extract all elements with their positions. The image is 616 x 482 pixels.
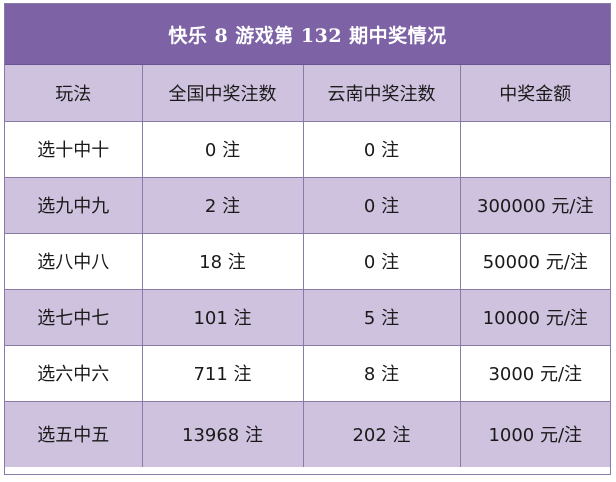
prize-table: 玩法 全国中奖注数 云南中奖注数 中奖金额 选十中十 0 注 0 注 选九中九 … bbox=[5, 65, 610, 467]
table-row: 选八中八 18 注 0 注 50000 元/注 bbox=[5, 232, 610, 290]
header-row: 玩法 全国中奖注数 云南中奖注数 中奖金额 bbox=[5, 65, 610, 122]
table-row: 选七中七 101 注 5 注 10000 元/注 bbox=[5, 288, 610, 346]
play-cell: 选五中五 bbox=[5, 400, 143, 467]
play-cell: 选七中七 bbox=[5, 288, 143, 346]
play-cell: 选八中八 bbox=[5, 232, 143, 290]
header-national-count: 全国中奖注数 bbox=[141, 65, 304, 122]
table-row: 选十中十 0 注 0 注 bbox=[5, 120, 610, 178]
national-count-cell: 13968 注 bbox=[141, 400, 304, 467]
national-count-cell: 0 注 bbox=[141, 120, 304, 178]
yunnan-count-cell: 0 注 bbox=[302, 120, 461, 178]
yunnan-count-cell: 0 注 bbox=[302, 232, 461, 290]
play-cell: 选九中九 bbox=[5, 176, 143, 234]
table-row: 选六中六 711 注 8 注 3000 元/注 bbox=[5, 344, 610, 402]
results-table-panel: 快乐 8 游戏第 132 期中奖情况 玩法 全国中奖注数 云南中奖注数 中奖金额… bbox=[4, 3, 611, 475]
prize-amount-cell: 3000 元/注 bbox=[459, 344, 610, 402]
prize-amount-cell: 1000 元/注 bbox=[459, 400, 610, 467]
yunnan-count-cell: 5 注 bbox=[302, 288, 461, 346]
header-play: 玩法 bbox=[5, 65, 143, 122]
header-yunnan-count: 云南中奖注数 bbox=[302, 65, 461, 122]
table-row: 选九中九 2 注 0 注 300000 元/注 bbox=[5, 176, 610, 234]
header-prize-amount: 中奖金额 bbox=[459, 65, 610, 122]
prize-amount-cell bbox=[459, 120, 610, 178]
yunnan-count-cell: 202 注 bbox=[302, 400, 461, 467]
yunnan-count-cell: 8 注 bbox=[302, 344, 461, 402]
prize-amount-cell: 10000 元/注 bbox=[459, 288, 610, 346]
prize-amount-cell: 50000 元/注 bbox=[459, 232, 610, 290]
national-count-cell: 18 注 bbox=[141, 232, 304, 290]
prize-amount-cell: 300000 元/注 bbox=[459, 176, 610, 234]
play-cell: 选六中六 bbox=[5, 344, 143, 402]
yunnan-count-cell: 0 注 bbox=[302, 176, 461, 234]
national-count-cell: 101 注 bbox=[141, 288, 304, 346]
national-count-cell: 2 注 bbox=[141, 176, 304, 234]
national-count-cell: 711 注 bbox=[141, 344, 304, 402]
table-title: 快乐 8 游戏第 132 期中奖情况 bbox=[5, 4, 610, 65]
table-row: 选五中五 13968 注 202 注 1000 元/注 bbox=[5, 400, 610, 467]
play-cell: 选十中十 bbox=[5, 120, 143, 178]
